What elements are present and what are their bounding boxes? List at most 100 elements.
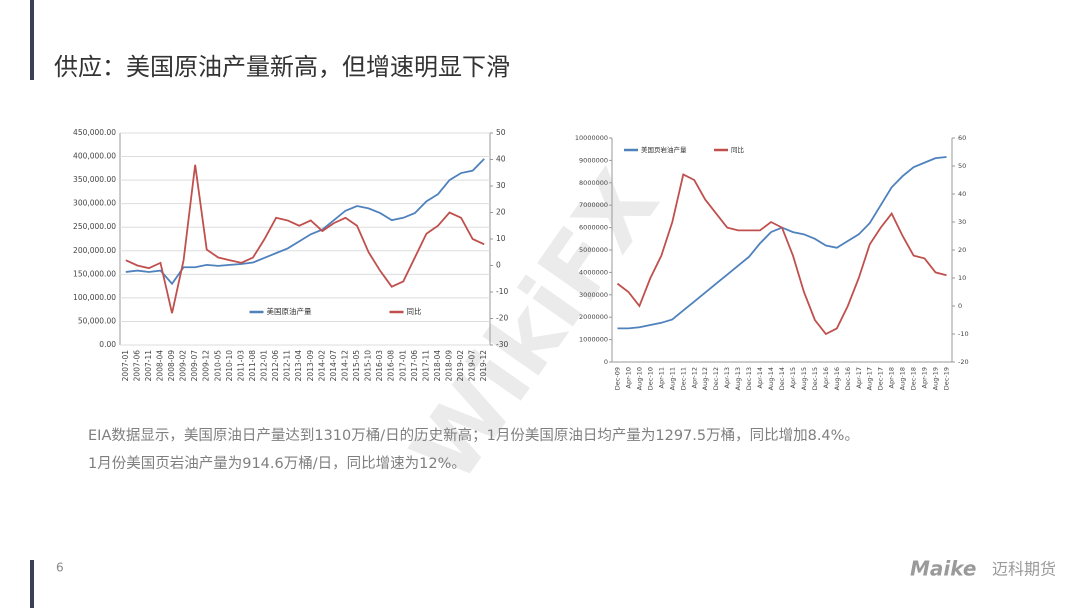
y2-tick-label: -20 (958, 358, 969, 366)
data-line (616, 173, 947, 336)
x-tick-label: Aug-10 (635, 367, 643, 390)
y-tick-label: 10000000 (575, 134, 608, 142)
x-tick-label: Apr-15 (789, 367, 797, 388)
x-tick-label: 2007-01 (121, 350, 130, 382)
y2-tick-label: 20 (496, 208, 506, 217)
data-line (125, 158, 485, 286)
x-tick-label: Dec-17 (877, 367, 885, 390)
y-tick-label: 8000000 (579, 179, 608, 187)
x-tick-label: Dec-19 (943, 367, 951, 390)
y-tick-label: 100,000.00 (73, 293, 116, 302)
y-tick-label: 250,000.00 (73, 222, 116, 231)
y-tick-label: 0 (604, 358, 608, 366)
y-tick-label: 7000000 (579, 201, 608, 209)
y2-tick-label: 30 (958, 218, 966, 226)
x-tick-label: 2017-11 (421, 350, 430, 382)
x-tick-label: 2011-03 (236, 350, 245, 382)
x-tick-label: Apr-17 (855, 367, 863, 388)
legend-label: 美国原油产量 (267, 306, 312, 316)
x-tick-label: 2015-10 (364, 350, 373, 382)
y-tick-label: 3000000 (579, 291, 608, 299)
x-tick-label: Dec-14 (778, 367, 786, 390)
x-tick-label: Dec-12 (712, 367, 720, 390)
x-tick-label: 2009-12 (202, 350, 211, 382)
legend-label: 美国页岩油产量 (641, 145, 687, 154)
x-tick-label: Dec-15 (811, 367, 819, 390)
x-tick-label: Aug-12 (701, 367, 709, 390)
x-tick-label: 2019-02 (456, 350, 465, 382)
data-line (125, 164, 485, 314)
x-tick-label: Aug-16 (833, 367, 841, 390)
accent-bar (30, 0, 34, 80)
x-tick-label: Apr-16 (822, 367, 830, 388)
y-tick-label: 4000000 (579, 268, 608, 276)
x-tick-label: Dec-11 (679, 367, 687, 390)
x-tick-label: Apr-11 (657, 367, 665, 388)
y-tick-label: 6000000 (579, 224, 608, 232)
x-tick-label: 2014-12 (340, 350, 349, 382)
x-tick-label: 2015-05 (352, 350, 361, 382)
x-tick-label: 2016-08 (387, 350, 396, 382)
y-tick-label: 450,000.00 (73, 128, 116, 137)
x-tick-label: 2012-06 (271, 350, 280, 382)
data-line (617, 156, 947, 330)
y2-tick-label: -30 (496, 340, 508, 349)
slide-title: 供应：美国原油产量新高，但增速明显下滑 (54, 53, 510, 81)
x-tick-label: Aug-18 (899, 367, 907, 390)
y2-tick-label: 50 (496, 128, 506, 137)
x-tick-label: Aug-19 (932, 367, 940, 390)
accent-bar (30, 560, 34, 608)
y-tick-label: 150,000.00 (73, 269, 116, 278)
x-tick-label: 2017-06 (410, 350, 419, 382)
x-tick-label: 2009-07 (190, 350, 199, 382)
x-tick-label: Apr-13 (723, 367, 731, 388)
legend-label: 同比 (731, 145, 745, 154)
y-tick-label: 200,000.00 (73, 246, 116, 255)
x-tick-label: Aug-15 (800, 367, 808, 390)
x-tick-label: 2019-12 (479, 350, 488, 382)
y2-tick-label: 40 (496, 155, 506, 164)
y2-tick-label: -20 (496, 314, 508, 323)
y-tick-label: 400,000.00 (73, 152, 116, 161)
x-tick-label: 2018-04 (433, 350, 442, 382)
x-tick-label: Apr-19 (921, 367, 929, 388)
logo: Maike (910, 557, 976, 581)
x-tick-label: Apr-14 (756, 367, 764, 388)
y-tick-label: 9000000 (579, 156, 608, 164)
x-tick-label: 2011-08 (248, 350, 257, 382)
y-tick-label: 300,000.00 (73, 199, 116, 208)
x-tick-label: 2008-09 (167, 350, 176, 382)
page-number: 6 (56, 561, 64, 575)
x-tick-label: 2007-11 (144, 350, 153, 382)
x-tick-label: 2013-04 (294, 350, 303, 382)
x-tick-label: 2013-09 (306, 350, 315, 382)
x-tick-label: 2012-11 (283, 350, 292, 382)
x-tick-label: Apr-10 (624, 367, 632, 388)
x-tick-label: 2010-10 (225, 350, 234, 382)
y2-tick-label: -10 (496, 287, 508, 296)
x-tick-label: 2019-07 (468, 350, 477, 382)
x-tick-label: Aug-17 (866, 367, 874, 390)
x-tick-label: Dec-16 (844, 367, 852, 390)
x-tick-label: Dec-18 (910, 367, 918, 390)
x-tick-label: 2018-09 (445, 350, 454, 382)
x-tick-label: Aug-14 (767, 367, 775, 390)
x-tick-label: 2012-01 (260, 350, 269, 382)
y2-tick-label: 40 (958, 190, 966, 198)
x-tick-label: 2008-04 (155, 350, 164, 382)
x-tick-label: 2014-07 (329, 350, 338, 382)
y2-tick-label: 10 (958, 274, 966, 282)
y-tick-label: 350,000.00 (73, 175, 116, 184)
y2-tick-label: 50 (958, 162, 966, 170)
x-tick-label: Apr-18 (888, 367, 896, 388)
x-tick-label: Apr-12 (690, 367, 698, 388)
y-tick-label: 2000000 (579, 313, 608, 321)
y2-tick-label: 0 (958, 302, 962, 310)
x-tick-label: 2017-01 (398, 350, 407, 382)
x-tick-label: 2007-06 (132, 350, 141, 382)
body-text: EIA数据显示，美国原油日产量达到1310万桶/日的历史新高；1月份美国原油日均… (88, 427, 859, 444)
x-tick-label: Aug-13 (734, 367, 742, 390)
x-tick-label: Dec-10 (646, 367, 654, 390)
